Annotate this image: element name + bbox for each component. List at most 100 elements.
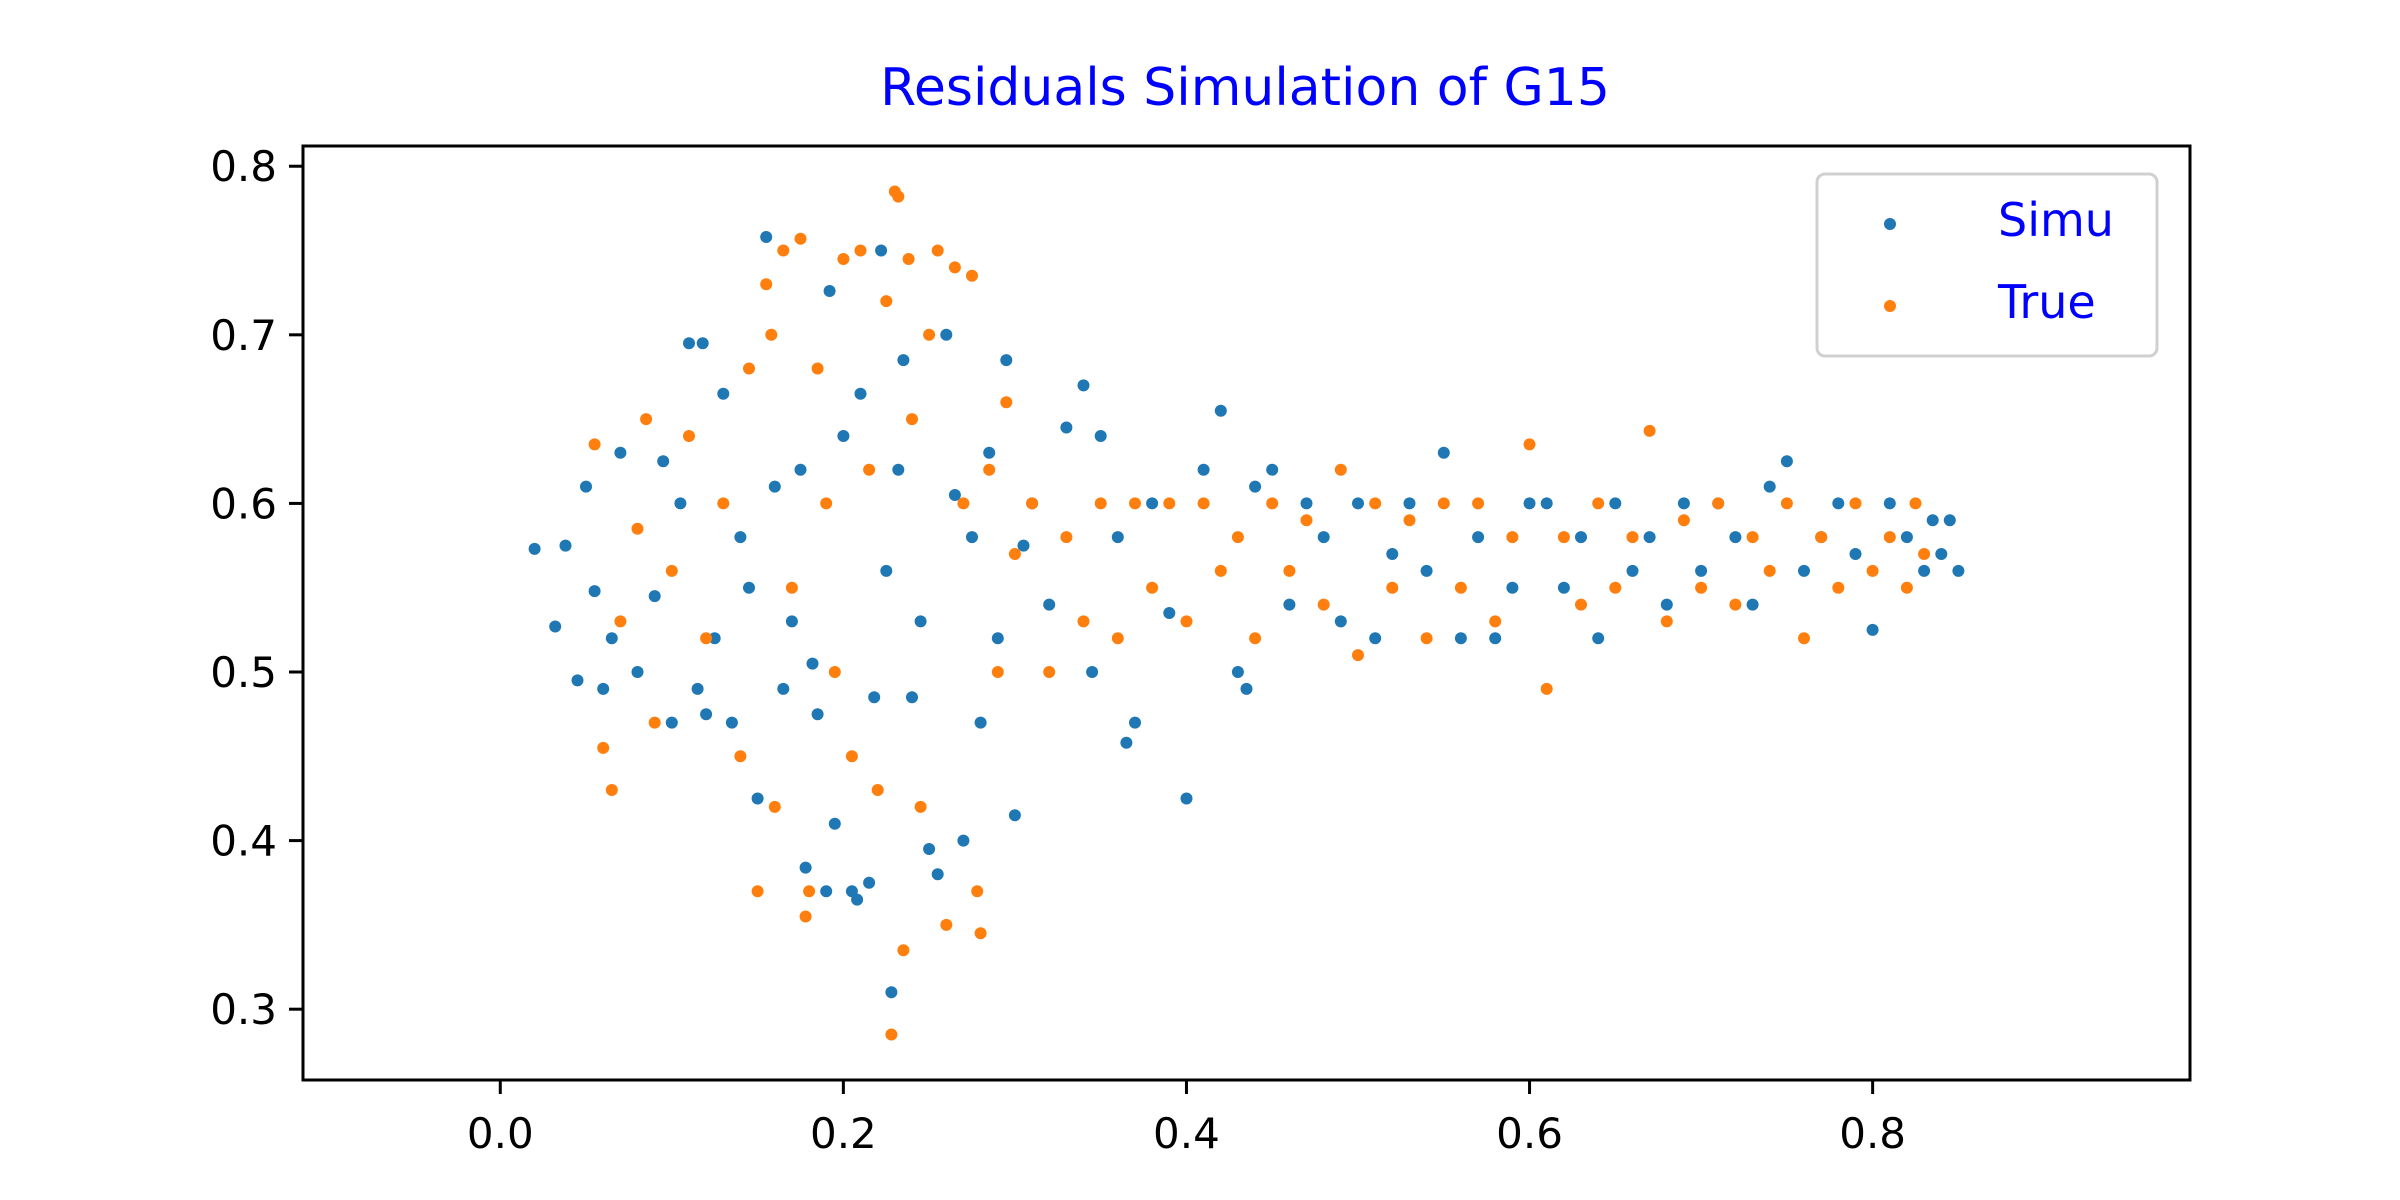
data-point: [700, 708, 713, 721]
data-point: [1420, 564, 1433, 577]
chart-title: Residuals Simulation of G15: [880, 58, 1610, 118]
data-point: [1317, 531, 1330, 544]
data-point: [871, 784, 884, 796]
data-point: [1120, 736, 1133, 749]
data-point: [1609, 581, 1622, 594]
data-point: [1454, 632, 1467, 645]
data-point: [828, 817, 841, 830]
data-point: [760, 231, 773, 243]
data-point: [1300, 514, 1313, 527]
data-point: [868, 691, 881, 704]
data-point: [885, 1028, 898, 1041]
data-point: [580, 480, 592, 493]
data-point: [1918, 548, 1931, 560]
data-point: [1403, 497, 1416, 510]
series-true: [588, 185, 1931, 1041]
data-point: [674, 497, 687, 510]
data-point: [851, 893, 864, 906]
data-point: [1746, 598, 1759, 611]
data-point: [1026, 497, 1039, 510]
data-point: [1060, 421, 1073, 434]
data-point: [549, 620, 562, 633]
data-point: [1609, 497, 1622, 510]
data-point: [1849, 497, 1862, 510]
data-point: [1197, 463, 1210, 476]
series-simu: [528, 231, 1965, 999]
data-point: [902, 253, 915, 265]
data-point: [1763, 480, 1776, 493]
data-point: [1111, 531, 1124, 544]
data-point: [957, 834, 970, 847]
data-point: [794, 232, 807, 245]
x-tick-label: 0.2: [810, 1109, 877, 1158]
data-point: [1506, 581, 1519, 594]
data-point: [837, 430, 850, 442]
data-point: [1557, 581, 1570, 594]
data-point: [734, 750, 747, 763]
data-point: [1729, 598, 1742, 611]
data-point: [1695, 564, 1708, 577]
y-tick-label: 0.3: [210, 985, 277, 1034]
data-point: [897, 354, 910, 367]
data-point: [1231, 666, 1244, 678]
data-point: [768, 800, 781, 813]
data-point: [1214, 564, 1227, 577]
data-point: [1643, 531, 1656, 544]
data-point: [1643, 424, 1656, 437]
data-point: [897, 944, 910, 957]
data-point: [1909, 497, 1922, 510]
y-tick-label: 0.4: [210, 817, 277, 866]
data-point: [708, 632, 721, 645]
y-axis-ticks: 0.3 0.4 0.5 0.6 0.7 0.8: [210, 142, 303, 1034]
data-point: [1146, 581, 1159, 594]
data-point: [1832, 581, 1845, 594]
data-point: [811, 362, 824, 375]
legend-box: [1815, 172, 2159, 358]
data-point: [1729, 531, 1742, 544]
data-point: [1677, 497, 1690, 510]
data-point: [743, 362, 755, 375]
data-point: [1918, 564, 1931, 577]
data-point: [1472, 531, 1485, 544]
data-point: [648, 590, 661, 603]
data-point: [605, 784, 618, 796]
x-tick-label: 0.4: [1153, 1109, 1220, 1158]
data-point: [691, 682, 704, 695]
data-point: [1575, 531, 1587, 544]
data-point: [880, 564, 893, 577]
legend-label-true: True: [1997, 275, 2096, 329]
data-point: [614, 446, 627, 459]
data-point: [1926, 514, 1939, 527]
data-point: [1129, 716, 1141, 729]
data-point: [863, 876, 876, 889]
data-point: [1763, 564, 1776, 577]
data-point: [1746, 531, 1759, 544]
data-point: [631, 522, 644, 535]
data-point: [940, 918, 953, 931]
data-point: [1626, 564, 1639, 577]
y-tick-label: 0.7: [210, 311, 277, 360]
data-point: [1557, 531, 1570, 544]
data-point: [1815, 531, 1828, 544]
data-point: [1266, 497, 1279, 510]
data-point: [1086, 666, 1099, 678]
data-point: [1180, 792, 1193, 805]
data-point: [1506, 531, 1519, 544]
data-point: [971, 885, 984, 898]
data-point: [1695, 581, 1708, 594]
data-point: [1008, 548, 1021, 560]
data-point: [1523, 497, 1536, 510]
x-tick-label: 0.0: [467, 1109, 534, 1158]
data-point: [1403, 514, 1416, 527]
data-point: [828, 666, 841, 678]
data-point: [806, 657, 819, 670]
data-point: [743, 581, 755, 594]
data-point: [1454, 581, 1467, 594]
data-point: [799, 861, 812, 874]
legend-marker-true: [1884, 300, 1896, 312]
data-point: [948, 489, 961, 501]
data-point: [648, 716, 661, 729]
data-point: [1352, 649, 1364, 662]
data-point: [751, 792, 764, 805]
